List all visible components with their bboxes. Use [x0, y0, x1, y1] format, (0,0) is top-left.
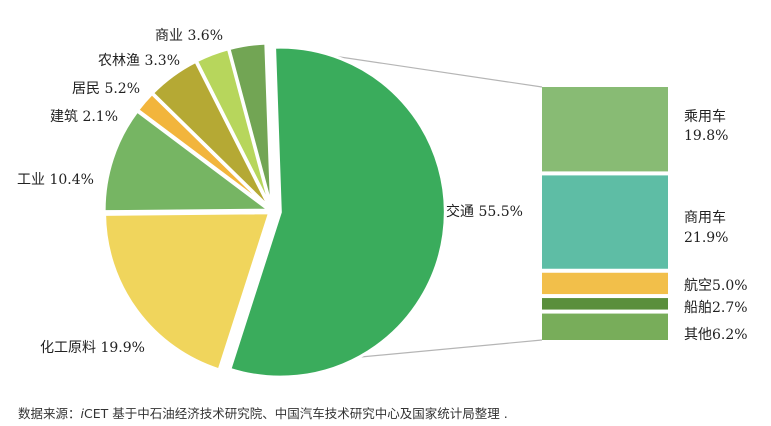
slice-label-transport: 交通 55.5% — [446, 203, 523, 220]
breakdown-bar — [542, 87, 668, 340]
segment-label-passenger: 乘用车 — [684, 108, 726, 125]
segment-label-other: 其他6.2% — [684, 327, 748, 343]
segment-value-commercial: 21.9% — [684, 230, 728, 246]
pie — [102, 41, 447, 379]
bar-labels: 乘用车 19.8% 商用车 21.9% 航空5.0% 船舶2.7% 其他6.2% — [684, 108, 748, 343]
slice-label-residential: 居民 5.2% — [72, 81, 140, 97]
bar-segment-commercial — [542, 175, 668, 269]
segment-label-commercial: 商用车 — [684, 209, 726, 226]
pie-slice-chemical — [103, 211, 272, 372]
source-org: CET — [84, 406, 109, 421]
source-prefix: 数据来源： — [18, 406, 81, 421]
source-rest: 基于中石油经济技术研究院、中国汽车技术研究中心及国家统计局整理 . — [108, 406, 508, 421]
segment-label-aviation: 航空5.0% — [684, 278, 748, 294]
bar-segment-aviation — [542, 272, 668, 295]
pie-slice-industry — [102, 109, 271, 214]
slice-label-industry: 工业 10.4% — [17, 172, 94, 188]
pie-labels: 交通 55.5% 化工原料 19.9% 工业 10.4% 建筑 2.1% 居民 … — [17, 28, 523, 356]
bar-segment-other — [542, 313, 668, 340]
slice-label-commerce: 商业 3.6% — [155, 28, 223, 44]
bar-segment-shipping — [542, 298, 668, 310]
slice-label-construction: 建筑 2.1% — [50, 109, 118, 125]
segment-label-shipping: 船舶2.7% — [684, 300, 748, 316]
pie-slice-transport — [228, 45, 447, 379]
pie-slice-commerce — [227, 41, 274, 210]
segment-value-passenger: 19.8% — [684, 128, 728, 144]
source-note: 数据来源：iCET 基于中石油经济技术研究院、中国汽车技术研究中心及国家统计局整… — [18, 403, 508, 422]
slice-label-chemical: 化工原料 19.9% — [40, 340, 145, 356]
slice-label-agriculture: 农林渔 3.3% — [98, 53, 180, 69]
source-italic: i — [80, 406, 84, 421]
bar-segment-passenger — [542, 87, 668, 172]
